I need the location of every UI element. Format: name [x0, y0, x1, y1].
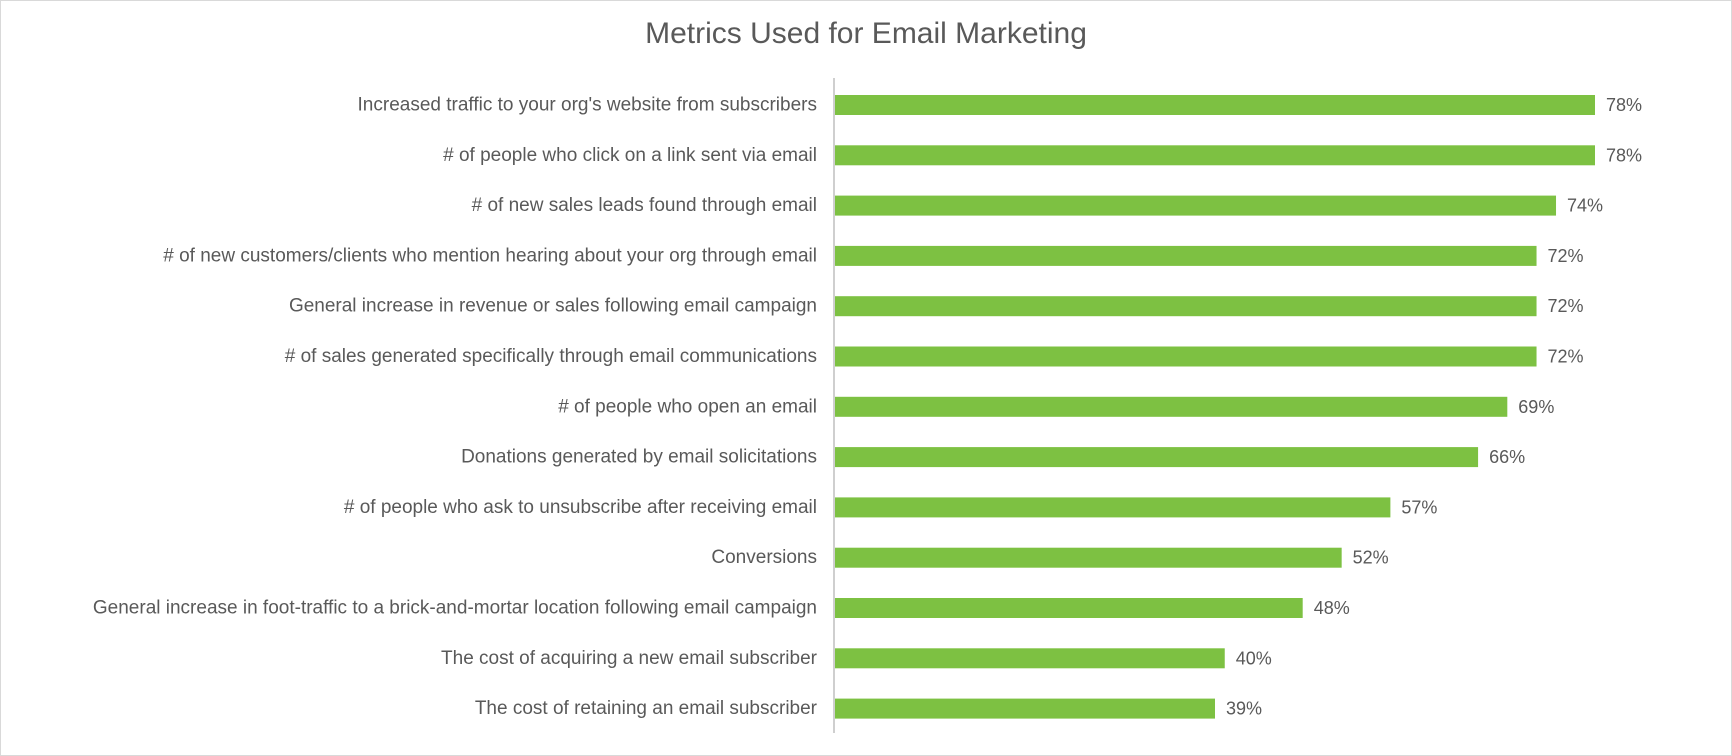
bar	[835, 447, 1479, 468]
data-label: 78%	[1606, 145, 1642, 165]
category-label: # of people who click on a link sent via…	[443, 145, 817, 166]
category-label: # of new customers/clients who mention h…	[163, 245, 817, 266]
category-label: # of people who ask to unsubscribe after…	[344, 497, 817, 518]
chart-title: Metrics Used for Email Marketing	[645, 17, 1087, 50]
category-label: # of new sales leads found through email	[472, 195, 817, 216]
data-label: 57%	[1401, 497, 1437, 517]
data-label: 39%	[1226, 699, 1262, 719]
data-label: 78%	[1606, 95, 1642, 115]
data-label: 66%	[1489, 447, 1525, 467]
category-label: # of sales generated specifically throug…	[285, 346, 817, 367]
category-label: The cost of retaining an email subscribe…	[475, 698, 818, 719]
data-label: 48%	[1314, 598, 1350, 618]
data-label: 69%	[1518, 397, 1554, 417]
data-label: 52%	[1353, 548, 1389, 568]
category-label: Donations generated by email solicitatio…	[461, 447, 817, 468]
bar	[835, 396, 1508, 417]
bar	[835, 145, 1595, 166]
bar	[835, 698, 1215, 719]
data-label: 40%	[1236, 648, 1272, 668]
bar	[835, 598, 1303, 618]
bar	[835, 245, 1537, 266]
data-label: 72%	[1548, 347, 1584, 367]
data-label: 74%	[1567, 196, 1603, 216]
bar	[835, 497, 1391, 518]
category-label: # of people who open an email	[558, 396, 817, 417]
data-label: 72%	[1548, 246, 1584, 266]
data-label: 72%	[1548, 296, 1584, 316]
category-label: General increase in foot-traffic to a br…	[93, 598, 817, 619]
bar	[835, 195, 1557, 216]
bar	[835, 296, 1537, 317]
bar	[835, 547, 1342, 568]
category-label: The cost of acquiring a new email subscr…	[441, 648, 818, 669]
category-label: Increased traffic to your org's website …	[358, 95, 817, 116]
bar	[835, 95, 1595, 115]
category-label: General increase in revenue or sales fol…	[289, 296, 817, 317]
bar	[835, 648, 1225, 669]
bar	[835, 346, 1537, 367]
category-label: Conversions	[711, 547, 817, 568]
